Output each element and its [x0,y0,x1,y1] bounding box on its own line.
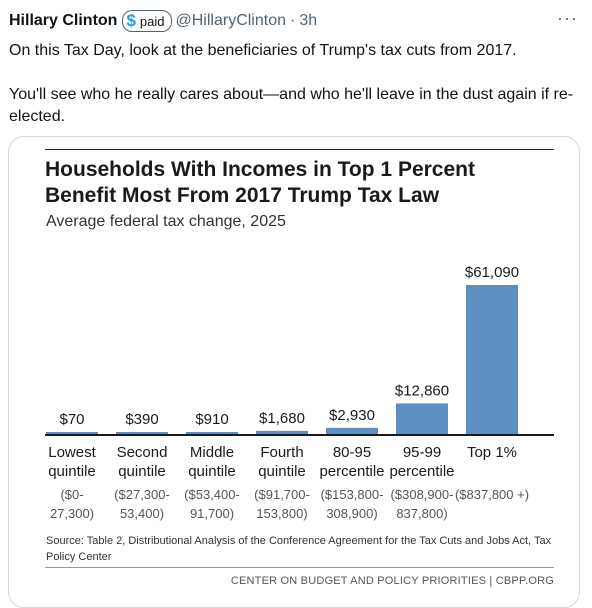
paid-label: paid [139,13,165,29]
range-label: ($53,400- [184,487,240,502]
chart-title: Households With Incomes in Top 1 Percent… [45,157,475,209]
category-label: quintile [188,463,236,480]
category-label: quintile [258,463,306,480]
bar [396,403,448,435]
chart-footer: CENTER ON BUDGET AND POLICY PRIORITIES |… [230,575,554,587]
category-label: Top 1% [467,444,517,461]
chart-title-line: Households With Incomes in Top 1 Percent [45,158,475,181]
range-label: 91,700) [190,506,234,521]
bar [466,285,518,435]
bar [46,432,98,435]
value-label: $12,860 [395,382,449,399]
chart-image-card[interactable]: Households With Incomes in Top 1 Percent… [8,136,580,608]
category-label: percentile [319,463,384,480]
value-label: $2,930 [329,407,375,424]
bottom-rule [45,567,554,568]
tweet-text: On this Tax Day, look at the beneficiari… [9,40,584,128]
chart-source: Source: Table 2, Distributional Analysis… [46,535,552,563]
value-label: $1,680 [259,410,305,427]
range-label: ($0- [60,487,83,502]
bar-chart: $70 Lowest quintile ($0- 27,300) $390 Second qu… [45,264,554,521]
range-label: ($308,900- [391,487,454,502]
category-label: 95-99 [403,444,441,461]
bar [116,432,168,435]
chart-subtitle: Average federal tax change, 2025 [46,213,286,230]
range-label: 27,300) [50,506,94,521]
category-label: Lowest [48,444,96,461]
bar [326,427,378,435]
category-label: percentile [389,463,454,480]
more-options-icon[interactable]: ··· [557,8,578,28]
value-label: $70 [59,411,84,428]
category-label: quintile [118,463,166,480]
range-label: 837,800) [396,506,447,521]
range-label: 308,900) [326,506,377,521]
bar [186,432,238,435]
paid-badge[interactable]: $ paid [122,10,172,32]
tweet-header: Hillary Clinton $ paid @HillaryClinton ·… [9,10,317,32]
separator: · [290,12,296,29]
category-label: quintile [48,463,96,480]
range-label: 53,400) [120,506,164,521]
top-rule [45,149,554,150]
range-label: ($27,300- [114,487,170,502]
tweet-paragraph: On this Tax Day, look at the beneficiari… [9,42,517,59]
bar [256,430,308,435]
value-label: $390 [125,411,158,428]
range-label: 153,800) [256,506,307,521]
range-label: ($153,800- [321,487,384,502]
author-name[interactable]: Hillary Clinton [9,12,118,29]
category-label: Fourth [260,444,303,461]
chart-title-line: Benefit Most From 2017 Trump Tax Law [45,184,440,207]
value-label: $61,090 [465,264,519,281]
range-label: ($91,700- [254,487,310,502]
dollar-icon: $ [126,11,136,30]
category-label: Second [117,444,168,461]
category-label: 80-95 [333,444,371,461]
category-label: Middle [190,444,234,461]
timestamp[interactable]: 3h [299,12,318,29]
value-label: $910 [195,411,228,428]
author-handle[interactable]: @HillaryClinton [175,12,287,29]
range-label: ($837,800 +) [455,487,529,502]
tweet-paragraph: You'll see who he really cares about—and… [9,86,574,125]
